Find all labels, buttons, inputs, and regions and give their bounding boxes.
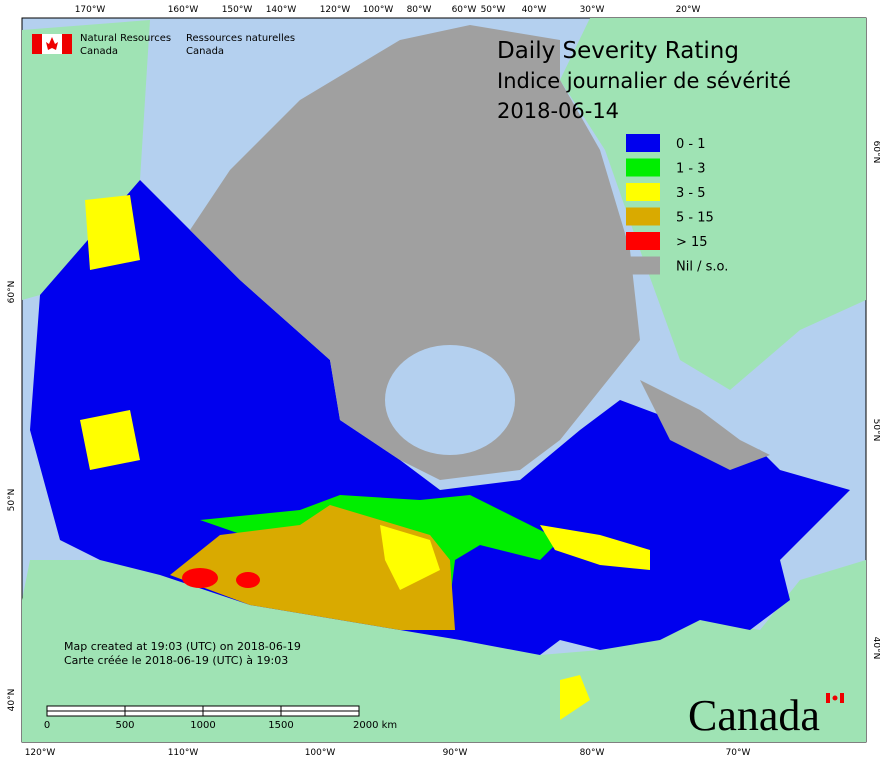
legend-swatch <box>626 232 660 250</box>
graticule-labels: 170°W 160°W 150°W 140°W 120°W 100°W 80°W 60°W 50… <box>7 5 880 758</box>
latitude-label: 40°N <box>7 689 17 712</box>
longitude-label: 80°W <box>407 5 432 15</box>
title: 2018-06-14 <box>497 99 619 123</box>
longitude-label: 160°W <box>168 5 199 15</box>
flag-bar <box>32 34 42 54</box>
latitude-label: 60°N <box>7 281 17 304</box>
legend-label: 5 - 15 <box>676 211 714 226</box>
yellow-patch <box>380 525 440 590</box>
legend-label: 1 - 3 <box>676 162 706 177</box>
scale-segment <box>280 705 360 712</box>
scale-segment <box>124 710 204 717</box>
yukon-yellow <box>85 195 140 270</box>
flag-bar <box>826 693 830 703</box>
wordmark: Canada <box>688 691 820 740</box>
latitude-label: 50°N <box>7 489 17 512</box>
longitude-label: 140°W <box>266 5 297 15</box>
scale-segment <box>280 710 360 717</box>
quebec-yellow <box>540 525 650 570</box>
scale-segment <box>46 710 126 717</box>
latitude-label: 60°N <box>871 141 880 164</box>
longitude-label: 60°W <box>452 5 477 15</box>
scale-label: 2000 km <box>353 720 397 731</box>
footer: Map created at 19:03 (UTC) on 2018-06-19 <box>64 640 301 653</box>
title: Daily Severity Rating <box>497 38 739 64</box>
red-patch <box>236 572 260 588</box>
greenland <box>560 18 866 390</box>
scale-label: 1500 <box>268 720 293 731</box>
agency-fr: Canada <box>186 46 224 57</box>
legend-label: 3 - 5 <box>676 186 706 201</box>
bc-yellow <box>80 410 140 470</box>
arctic-nil <box>190 25 640 480</box>
maple-leaf <box>46 37 58 50</box>
maple-leaf <box>832 695 838 701</box>
scale-segment <box>202 710 282 717</box>
legend-swatch <box>626 158 660 177</box>
agency-en: Canada <box>80 46 118 57</box>
longitude-label: 70°W <box>726 748 751 758</box>
scale-segment <box>46 705 126 712</box>
latitude-label: 50°N <box>871 419 880 442</box>
land <box>22 18 866 742</box>
legend-label: Nil / s.o. <box>676 260 728 275</box>
longitude-label: 40°W <box>522 5 547 15</box>
longitude-label: 110°W <box>168 748 199 758</box>
legend-swatch <box>626 207 660 226</box>
longitude-label: 80°W <box>580 748 605 758</box>
scale-label: 0 <box>44 720 50 731</box>
longitude-label: 170°W <box>75 5 106 15</box>
labrador-nil <box>640 380 770 470</box>
longitude-label: 90°W <box>443 748 468 758</box>
legend-label: 0 - 1 <box>676 137 706 152</box>
longitude-label: 150°W <box>222 5 253 15</box>
latitude-label: 40°N <box>871 637 880 660</box>
longitude-label: 30°W <box>580 5 605 15</box>
usa <box>22 560 866 742</box>
title: Indice journalier de sévérité <box>497 69 791 93</box>
hudson-bay <box>385 345 515 455</box>
agency-en: Natural Resources <box>80 33 171 44</box>
longitude-label: 20°W <box>676 5 701 15</box>
agency-fr: Ressources naturelles <box>186 33 295 44</box>
red-patch <box>182 568 218 588</box>
legend-swatch <box>626 256 660 275</box>
longitude-label: 100°W <box>305 748 336 758</box>
scale-label: 1000 <box>190 720 215 731</box>
scale-segment <box>202 705 282 712</box>
legend-swatch <box>626 134 660 152</box>
wordmark-flag <box>826 693 844 703</box>
longitude-label: 50°W <box>481 5 506 15</box>
flag-bar <box>840 693 844 703</box>
scale-label: 500 <box>115 720 134 731</box>
longitude-label: 100°W <box>363 5 394 15</box>
alaska <box>22 20 150 300</box>
flag <box>32 34 72 54</box>
footer: Carte créée le 2018-06-19 (UTC) à 19:03 <box>64 654 288 667</box>
scale-bar: 0 500 1000 1500 2000 km <box>44 705 397 731</box>
legend-label: > 15 <box>676 235 708 250</box>
ontario-south <box>560 675 590 720</box>
longitude-label: 120°W <box>320 5 351 15</box>
legend-swatch <box>626 183 660 201</box>
scale-segment <box>124 705 204 712</box>
flag-bar <box>62 34 72 54</box>
legend: 0 - 1 1 - 3 3 - 5 5 - 15 > 15 Nil / s.o. <box>626 134 728 275</box>
longitude-label: 120°W <box>25 748 56 758</box>
